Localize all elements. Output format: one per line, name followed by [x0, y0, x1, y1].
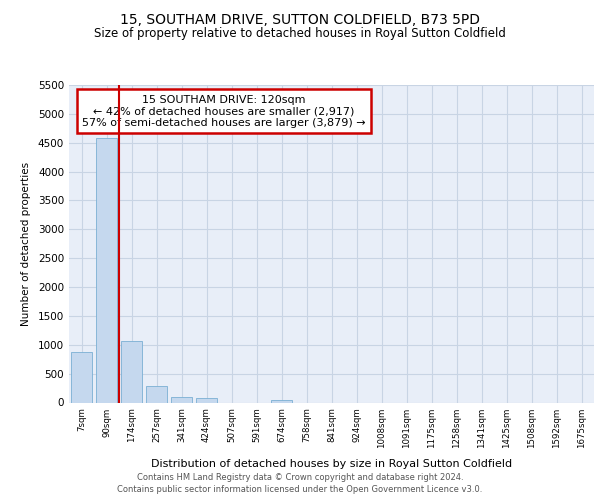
Text: 15, SOUTHAM DRIVE, SUTTON COLDFIELD, B73 5PD: 15, SOUTHAM DRIVE, SUTTON COLDFIELD, B73…	[120, 12, 480, 26]
Bar	[146, 386, 167, 402]
Bar	[196, 398, 217, 402]
Bar	[96, 138, 117, 402]
Text: 15 SOUTHAM DRIVE: 120sqm
← 42% of detached houses are smaller (2,917)
57% of sem: 15 SOUTHAM DRIVE: 120sqm ← 42% of detach…	[82, 94, 365, 128]
X-axis label: Distribution of detached houses by size in Royal Sutton Coldfield: Distribution of detached houses by size …	[151, 459, 512, 469]
Bar	[121, 342, 142, 402]
Y-axis label: Number of detached properties: Number of detached properties	[21, 162, 31, 326]
Text: Contains HM Land Registry data © Crown copyright and database right 2024.
Contai: Contains HM Land Registry data © Crown c…	[118, 472, 482, 494]
Text: Size of property relative to detached houses in Royal Sutton Coldfield: Size of property relative to detached ho…	[94, 28, 506, 40]
Bar	[71, 352, 92, 403]
Bar	[171, 397, 192, 402]
Bar	[271, 400, 292, 402]
